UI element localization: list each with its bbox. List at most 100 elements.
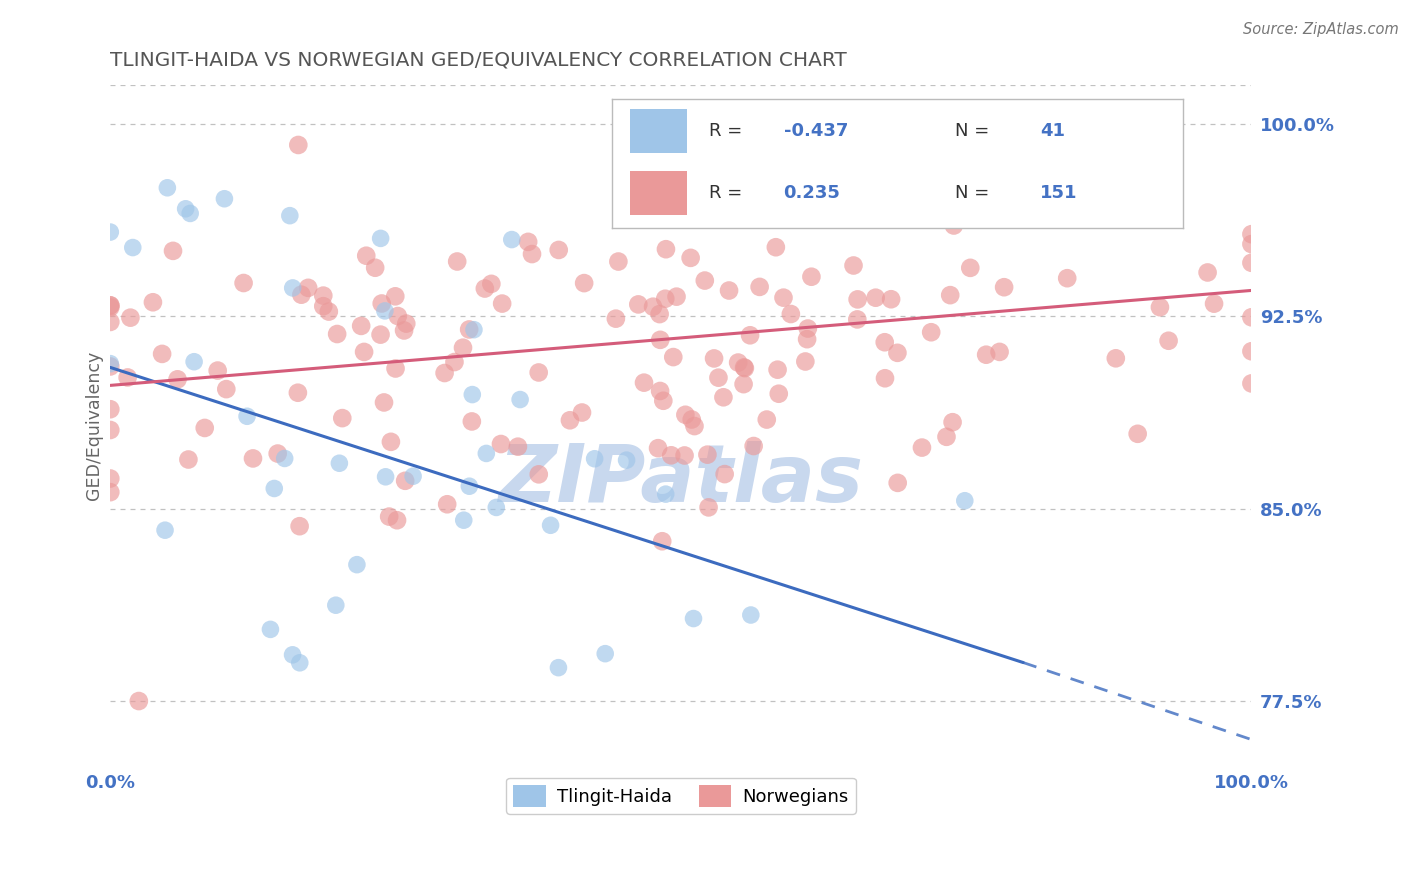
Point — [395, 317, 418, 331]
Point — [616, 453, 638, 467]
Point — [328, 456, 350, 470]
Point — [453, 513, 475, 527]
Point — [98, 471, 121, 485]
Point — [727, 355, 749, 369]
Text: ZIPatlas: ZIPatlas — [498, 441, 863, 518]
Point — [713, 467, 735, 482]
Point — [657, 180, 679, 194]
Point — [696, 448, 718, 462]
Point — [121, 241, 143, 255]
Point — [98, 225, 121, 239]
Point — [707, 370, 730, 384]
Point — [451, 341, 474, 355]
Point — [652, 393, 675, 408]
Point — [880, 292, 903, 306]
Point — [797, 321, 820, 335]
Point — [402, 469, 425, 483]
Point — [733, 360, 755, 375]
Point — [1157, 334, 1180, 348]
Point — [370, 327, 392, 342]
Point — [162, 244, 184, 258]
Point — [681, 412, 703, 426]
Point — [651, 534, 673, 549]
Point — [474, 281, 496, 295]
Point — [297, 281, 319, 295]
Point — [527, 366, 550, 380]
Point — [956, 137, 979, 152]
Point — [974, 348, 997, 362]
Point — [572, 276, 595, 290]
Point — [953, 493, 976, 508]
Point — [734, 361, 756, 376]
Point — [475, 446, 498, 460]
Point — [166, 372, 188, 386]
Point — [266, 446, 288, 460]
Point — [718, 284, 741, 298]
Point — [766, 362, 789, 376]
Point — [713, 390, 735, 404]
Point — [326, 326, 349, 341]
Point — [263, 482, 285, 496]
Point — [547, 660, 569, 674]
Point — [733, 377, 755, 392]
Point — [461, 387, 484, 401]
Point — [873, 335, 896, 350]
Point — [748, 280, 770, 294]
Y-axis label: GED/Equivalency: GED/Equivalency — [86, 351, 103, 500]
Legend: Tlingit-Haida, Norwegians: Tlingit-Haida, Norwegians — [506, 778, 856, 814]
Point — [988, 345, 1011, 359]
Point — [273, 451, 295, 466]
Point — [627, 297, 650, 311]
Point — [865, 291, 887, 305]
Point — [174, 202, 197, 216]
Point — [655, 242, 678, 256]
Point — [353, 345, 375, 359]
Point — [98, 357, 121, 371]
Point — [387, 309, 409, 323]
Point — [779, 307, 801, 321]
Point — [683, 419, 706, 434]
Point — [98, 423, 121, 437]
Point — [384, 289, 406, 303]
Point — [281, 281, 304, 295]
Point — [501, 233, 523, 247]
Point — [242, 451, 264, 466]
Point — [796, 332, 818, 346]
Point — [740, 607, 762, 622]
Point — [98, 485, 121, 500]
Point — [800, 269, 823, 284]
Point — [886, 475, 908, 490]
Point — [330, 411, 353, 425]
Point — [350, 318, 373, 333]
Point — [232, 276, 254, 290]
Point — [662, 350, 685, 364]
Point — [755, 412, 778, 426]
Point — [679, 251, 702, 265]
Point — [768, 386, 790, 401]
Point — [959, 260, 981, 275]
Point — [682, 611, 704, 625]
Point — [373, 395, 395, 409]
Point — [318, 304, 340, 318]
Point — [364, 260, 387, 275]
Point — [385, 513, 408, 527]
Point — [384, 361, 406, 376]
Text: TLINGIT-HAIDA VS NORWEGIAN GED/EQUIVALENCY CORRELATION CHART: TLINGIT-HAIDA VS NORWEGIAN GED/EQUIVALEN… — [110, 51, 846, 70]
Point — [673, 408, 696, 422]
Point — [517, 235, 540, 249]
Point — [765, 240, 787, 254]
Point — [520, 247, 543, 261]
Point — [288, 519, 311, 533]
Point — [392, 323, 415, 337]
Point — [278, 209, 301, 223]
Point — [846, 312, 869, 326]
Point — [98, 298, 121, 312]
Point — [128, 694, 150, 708]
Point — [98, 299, 121, 313]
Point — [370, 231, 392, 245]
Point — [153, 523, 176, 537]
Point — [506, 440, 529, 454]
Point — [150, 347, 173, 361]
Point — [993, 280, 1015, 294]
Point — [394, 474, 416, 488]
